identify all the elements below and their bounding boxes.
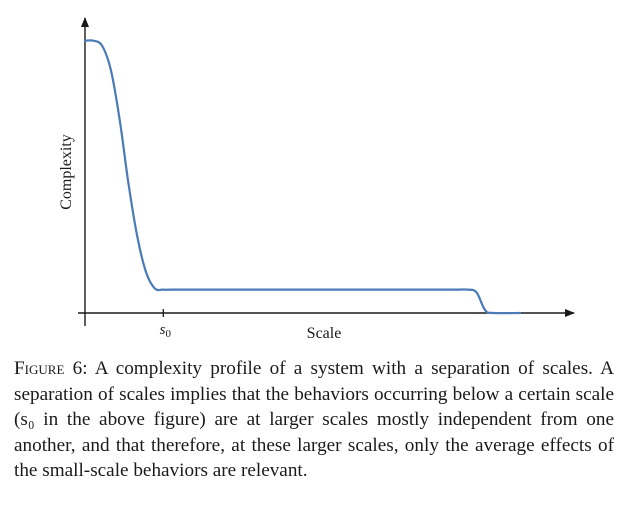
tick-label-subscript: 0 xyxy=(165,328,171,340)
x-axis-label: Scale xyxy=(307,325,342,342)
figure-caption: Figure 6: A complexity profile of a syst… xyxy=(14,356,614,484)
caption-label: Figure 6: xyxy=(14,358,88,379)
complexity-curve xyxy=(83,39,522,315)
complexity-profile-chart: Complexity Scale s0 xyxy=(58,17,575,342)
caption-text: A complexity profile of a system with a … xyxy=(14,358,614,482)
y-axis-label: Complexity xyxy=(58,134,75,210)
x-tick-label-s0: s0 xyxy=(160,322,172,340)
tick-label-main: s xyxy=(160,322,166,338)
